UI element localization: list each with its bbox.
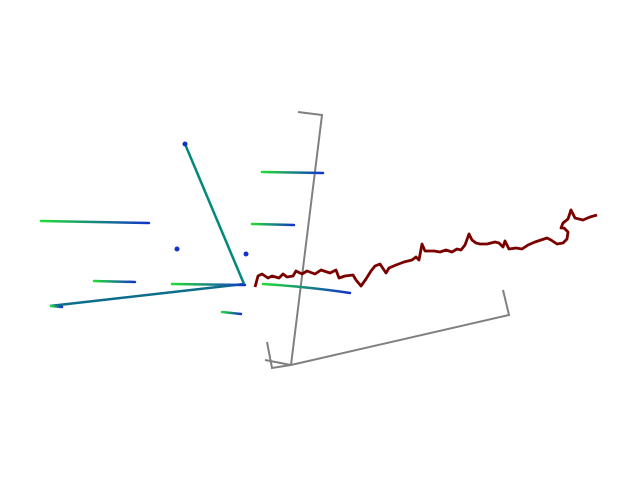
trajectory-path	[253, 208, 598, 288]
streak	[170, 282, 247, 287]
axis-vertical	[290, 111, 324, 366]
point-streaks	[39, 145, 352, 316]
streak	[260, 170, 325, 175]
streak	[49, 304, 64, 309]
isolated-points	[174, 141, 249, 257]
streak	[250, 222, 296, 227]
streak	[92, 279, 137, 284]
axis-left-tick	[266, 341, 292, 370]
point	[243, 251, 249, 257]
link-line-lower	[49, 282, 245, 308]
coordinate-axes	[264, 111, 511, 370]
streak	[39, 219, 151, 225]
link-lines	[49, 143, 246, 308]
point	[174, 246, 180, 252]
point	[182, 141, 188, 147]
link-line-upper	[183, 143, 246, 285]
axis-horizontal	[290, 289, 511, 366]
axis-short-tick	[264, 359, 292, 366]
streak	[220, 310, 243, 316]
streak	[261, 282, 352, 295]
